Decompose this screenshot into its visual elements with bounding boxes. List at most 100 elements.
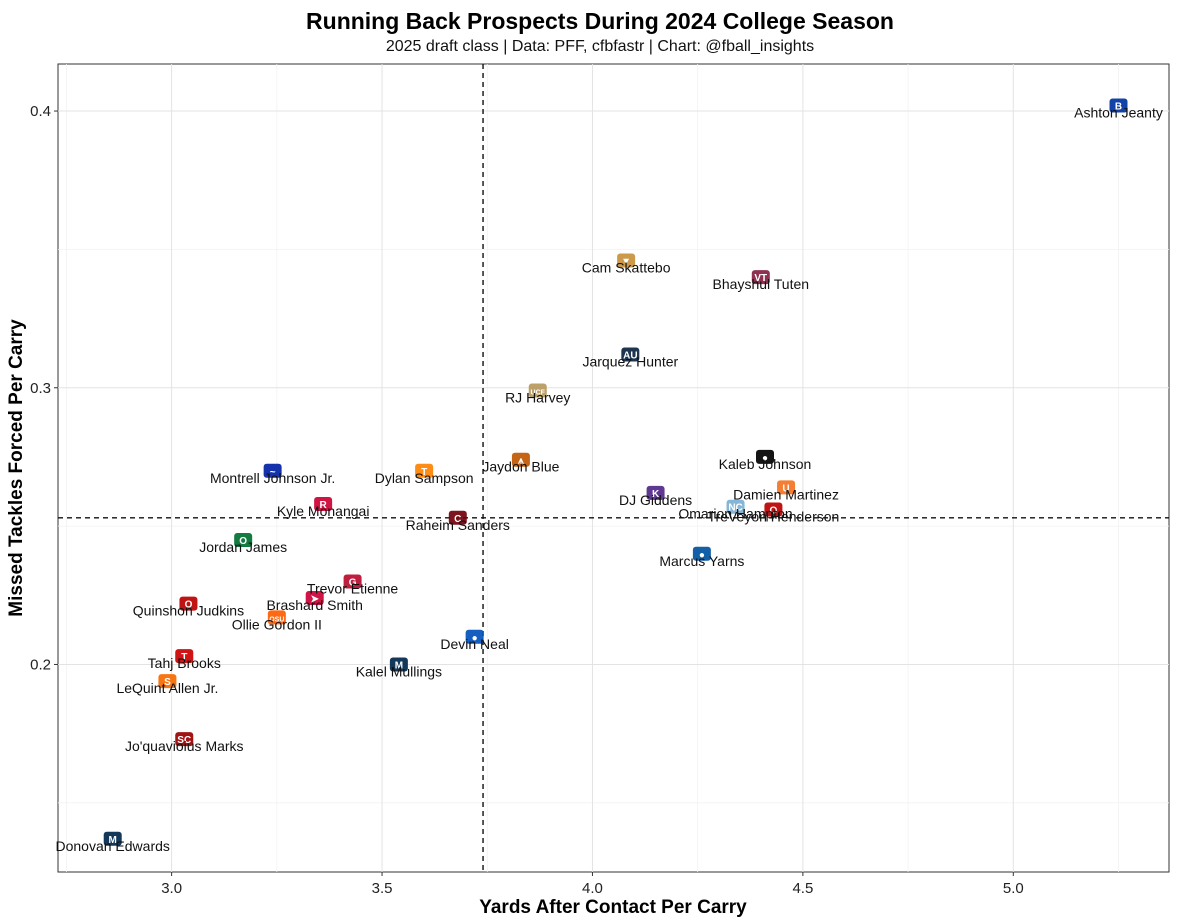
team-logo-glyph: ~ xyxy=(270,467,276,478)
team-logo-glyph: O xyxy=(239,536,247,547)
team-logo-mark xyxy=(528,383,547,398)
data-point: R xyxy=(314,496,333,511)
team-logo-glyph: ● xyxy=(472,633,478,644)
team-logo-mark xyxy=(777,480,796,495)
team-logo-mark xyxy=(621,347,640,362)
point-label: Cam Skattebo xyxy=(582,259,671,275)
y-tick-label: 0.4 xyxy=(30,103,51,120)
team-logo-mark xyxy=(465,629,484,644)
data-point: O xyxy=(764,502,783,517)
point-label: Raheim Sanders xyxy=(406,517,510,533)
team-logo-mark xyxy=(1109,98,1128,113)
data-point: B xyxy=(1109,98,1128,113)
team-logo-glyph: ➤ xyxy=(311,594,320,605)
point-label: Dylan Sampson xyxy=(375,470,474,486)
point-label: Tahj Brooks xyxy=(148,655,221,671)
x-axis: 3.0 3.5 4.0 4.5 5.0 xyxy=(161,872,1024,897)
data-point: C xyxy=(448,510,467,525)
team-logo-mark xyxy=(389,657,408,672)
point-label: Kalel Mullings xyxy=(356,663,442,679)
team-logo-mark xyxy=(448,510,467,525)
point-label: Devin Neal xyxy=(440,636,508,652)
data-point: O xyxy=(234,532,253,547)
y-tick-label: 0.3 xyxy=(30,380,51,397)
chart-title: Running Back Prospects During 2024 Colle… xyxy=(306,8,894,34)
y-axis-title: Missed Tackles Forced Per Carry xyxy=(6,319,27,617)
team-logo-mark xyxy=(617,253,636,268)
data-marks: B ▼ VT AU UCF ● ⩚ ~ T U K R NC O C O ● G O ➤ OSU ● T M S SC M xyxy=(103,98,1128,846)
x-axis-title: Yards After Contact Per Carry xyxy=(479,897,747,918)
point-label: Jarquez Hunter xyxy=(582,354,678,370)
team-logo-mark xyxy=(263,463,282,478)
data-point: ~ xyxy=(263,463,282,478)
data-point: ● xyxy=(692,546,711,561)
point-label: Brashard Smith xyxy=(266,597,362,613)
team-logo-glyph: T xyxy=(421,467,427,478)
team-logo-glyph: T xyxy=(181,652,187,663)
data-labels: Ashton Jeanty Cam Skattebo Bhayshul Tuten J… xyxy=(56,105,1163,854)
team-logo-glyph: NC xyxy=(728,503,742,514)
team-logo-glyph: B xyxy=(1115,102,1122,113)
y-axis: 0.2 0.3 0.4 xyxy=(30,103,58,673)
data-point: UCF xyxy=(528,383,547,398)
team-logo-mark xyxy=(103,831,122,846)
team-logo-glyph: R xyxy=(320,500,328,511)
point-label: DJ Giddens xyxy=(619,492,692,508)
team-logo-mark xyxy=(158,674,177,689)
team-logo-glyph: ● xyxy=(762,453,768,464)
team-logo-glyph: ⩚ xyxy=(517,456,524,467)
team-logo-mark xyxy=(764,502,783,517)
data-point: M xyxy=(103,831,122,846)
point-label: Trevor Etienne xyxy=(307,580,399,596)
team-logo-glyph: M xyxy=(395,660,403,671)
point-label: Kyle Monangai xyxy=(277,503,370,519)
team-logo-mark xyxy=(646,485,665,500)
data-point: ● xyxy=(756,449,774,464)
team-logo-glyph: M xyxy=(109,835,117,846)
y-tick-label: 0.2 xyxy=(30,656,51,673)
team-logo-mark xyxy=(511,452,530,467)
chart-subtitle: 2025 draft class | Data: PFF, cfbfastr |… xyxy=(385,38,815,55)
team-logo-mark xyxy=(692,546,711,561)
team-logo-mark xyxy=(267,610,286,625)
point-label: LeQuint Allen Jr. xyxy=(116,680,218,696)
team-logo-mark xyxy=(179,596,198,611)
point-label: TreVeyon Henderson xyxy=(708,509,840,525)
data-point: K xyxy=(646,485,665,500)
point-label: Jordan James xyxy=(199,539,287,555)
team-logo-mark xyxy=(175,649,194,664)
team-logo-mark xyxy=(314,496,333,511)
team-logo-mark xyxy=(234,532,253,547)
point-label: RJ Harvey xyxy=(505,390,570,406)
point-label: Ollie Gordon II xyxy=(232,616,322,632)
point-label: Damien Martinez xyxy=(733,486,839,502)
data-point: SC xyxy=(175,732,194,747)
data-point: NC xyxy=(726,499,745,514)
point-label: Omarion Hampton xyxy=(678,506,792,522)
team-logo-mark xyxy=(726,499,745,514)
team-logo-glyph: VT xyxy=(754,273,767,284)
team-logo-glyph: C xyxy=(454,514,461,525)
team-logo-glyph: OSU xyxy=(269,616,284,623)
data-point: ⩚ xyxy=(511,452,530,467)
data-point: VT xyxy=(751,270,770,285)
point-label: Marcus Yarns xyxy=(659,553,744,569)
team-logo-mark xyxy=(175,732,194,747)
point-label: Donovan Edwards xyxy=(56,838,170,854)
point-label: Bhayshul Tuten xyxy=(713,276,810,292)
point-label: Quinshon Judkins xyxy=(133,603,244,619)
data-point: U xyxy=(777,480,796,495)
data-point: T xyxy=(415,463,434,478)
data-point: AU xyxy=(621,347,640,362)
team-logo-glyph: O xyxy=(770,506,778,517)
team-logo-mark xyxy=(415,463,434,478)
data-point: ➤ xyxy=(305,591,324,606)
x-tick-label: 3.5 xyxy=(372,880,393,897)
team-logo-mark xyxy=(751,270,770,285)
team-logo-mark xyxy=(305,591,324,606)
team-logo-glyph: G xyxy=(349,577,357,588)
team-logo-glyph: SC xyxy=(177,735,191,746)
x-tick-label: 3.0 xyxy=(161,880,182,897)
